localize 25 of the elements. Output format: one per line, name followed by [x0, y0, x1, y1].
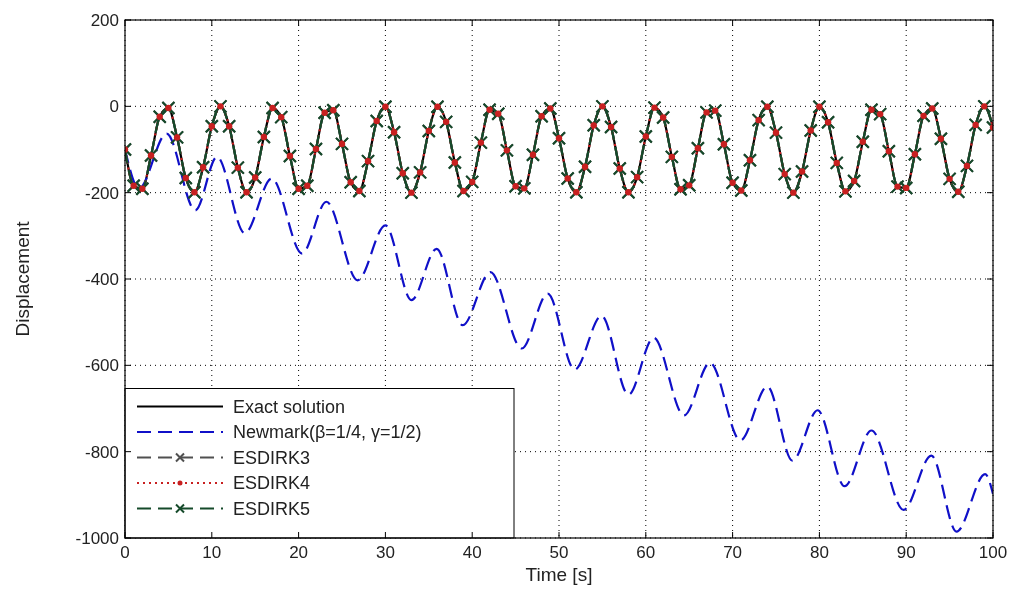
y-tick-label: -600 [84, 356, 119, 376]
line-series [125, 132, 993, 533]
y-tick-label: -800 [84, 442, 119, 462]
x-tick-label: 20 [289, 543, 309, 562]
x-tick-label: 10 [202, 543, 222, 562]
x-tick-label: 60 [636, 543, 656, 562]
y-axis-title: Displacement [11, 220, 33, 337]
x-tick-label: 80 [809, 543, 829, 562]
x-tick-label: 100 [978, 543, 1008, 562]
x-tick-label: 40 [462, 543, 482, 562]
x-axis-title: Time [s] [525, 564, 593, 585]
legend-label: Newmark(β=1/4, γ=1/2) [233, 422, 422, 443]
legend-label: Exact solution [233, 396, 346, 417]
x-tick-label: 90 [896, 543, 916, 562]
x-tick-label: 70 [723, 543, 743, 562]
legend-label: ESDIRK3 [233, 447, 311, 468]
x-tick-label: 50 [549, 543, 569, 562]
legend-label: ESDIRK5 [233, 498, 311, 519]
y-tick-label: 200 [90, 10, 119, 30]
x-tick-label: 30 [375, 543, 395, 562]
y-tick-label: -400 [84, 269, 119, 289]
y-tick-label: -1000 [75, 528, 119, 548]
y-tick-label: 0 [109, 97, 119, 117]
legend-label: ESDIRK4 [233, 473, 311, 494]
y-tick-label: -200 [84, 183, 119, 203]
